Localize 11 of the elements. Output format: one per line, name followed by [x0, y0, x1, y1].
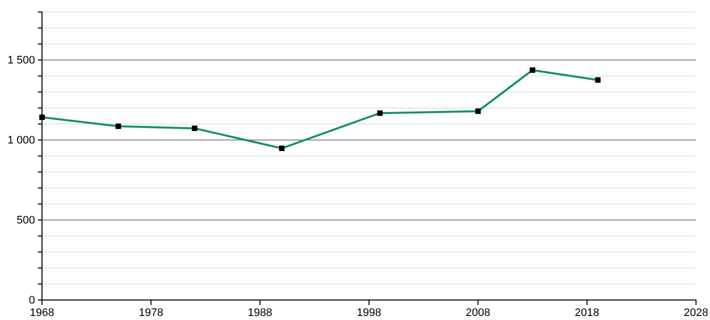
x-tick-label: 1988	[248, 306, 272, 319]
x-tick-label: 1968	[30, 306, 54, 319]
y-tick-label: 500	[16, 214, 35, 227]
x-tick-label: 1998	[356, 306, 382, 319]
x-tick-label: 2018	[574, 306, 600, 319]
y-tick-label: 1 000	[7, 134, 35, 147]
x-tick-label: 2028	[684, 306, 708, 319]
x-tick-label: 1978	[138, 306, 164, 319]
x-tick-label: 2008	[466, 306, 490, 319]
y-tick-label: 1 500	[7, 54, 35, 67]
y-tick-label: 0	[28, 294, 35, 307]
